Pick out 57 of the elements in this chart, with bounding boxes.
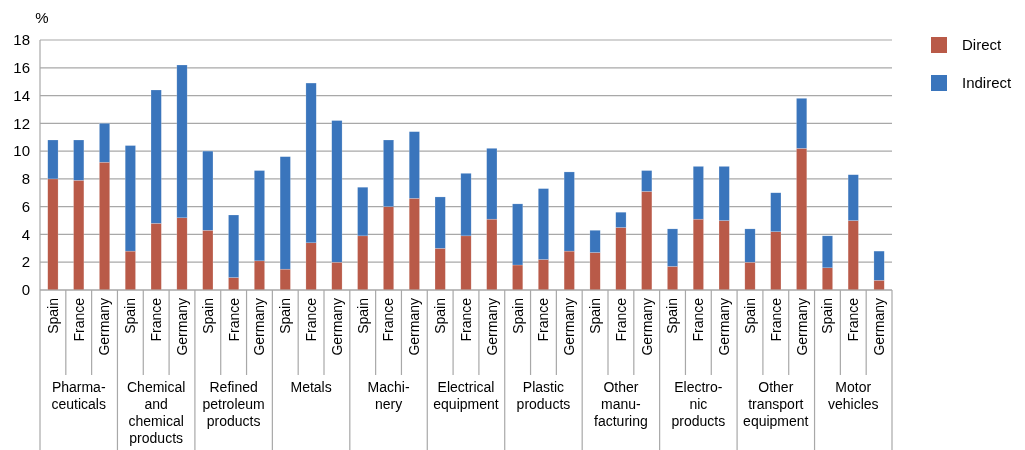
x-tick-label: France xyxy=(612,297,629,342)
text: Other manu- facturing xyxy=(594,379,648,429)
text: Refined petroleum products xyxy=(202,379,265,429)
text: Metals xyxy=(290,379,332,395)
x-tick-label: Germany xyxy=(638,298,655,356)
x-tick-label: Germany xyxy=(561,298,578,356)
x-tick-label: Germany xyxy=(483,298,500,356)
text: Machi- nery xyxy=(367,379,410,412)
x-tick-label: Spain xyxy=(122,298,139,334)
x-tick-label: Spain xyxy=(44,298,61,334)
x-tick-label: France xyxy=(535,297,552,342)
text: Plastic products xyxy=(516,379,571,412)
x-tick-label: Germany xyxy=(328,298,345,356)
y-tick-label: 8 xyxy=(21,170,30,188)
legend-label: Direct xyxy=(962,36,1002,54)
x-tick-label: Spain xyxy=(354,298,371,334)
x-tick-label: France xyxy=(302,297,319,342)
x-tick-label: France xyxy=(380,297,397,342)
text: Electrical equipment xyxy=(433,379,499,412)
x-tick-label: France xyxy=(457,297,474,342)
x-tick-label: Spain xyxy=(509,298,526,334)
x-tick-label: Germany xyxy=(251,298,268,356)
y-tick-label: 0 xyxy=(21,281,30,299)
x-tick-label: Germany xyxy=(716,298,733,356)
x-tick-label: France xyxy=(225,297,242,342)
x-tick-label: Germany xyxy=(870,298,887,356)
text: Pharma- ceuticals xyxy=(51,379,106,412)
x-tick-label: France xyxy=(70,297,87,342)
y-tick-label: 10 xyxy=(13,142,30,160)
text: Other transport equipment xyxy=(743,379,809,429)
x-tick-label: France xyxy=(845,297,862,342)
x-tick-label: Germany xyxy=(406,298,423,356)
x-tick-label: Spain xyxy=(199,298,216,334)
x-tick-label: Spain xyxy=(432,298,449,334)
x-tick-label: Spain xyxy=(664,298,681,334)
x-tick-label: Spain xyxy=(819,298,836,334)
y-tick-label: 2 xyxy=(21,253,30,271)
x-tick-label: Germany xyxy=(173,298,190,356)
x-tick-label: Spain xyxy=(586,298,603,334)
x-tick-label: Spain xyxy=(277,298,294,334)
y-axis-title: % xyxy=(35,9,49,26)
y-tick-label: 16 xyxy=(13,59,30,77)
y-tick-label: 4 xyxy=(21,225,30,243)
x-tick-label: France xyxy=(148,297,165,342)
text: Motor vehicles xyxy=(827,379,879,412)
x-tick-label: Germany xyxy=(96,298,113,356)
text: Chemical and chemical products xyxy=(127,379,186,446)
x-tick-label: France xyxy=(690,297,707,342)
x-tick-label: Germany xyxy=(793,298,810,356)
y-tick-label: 12 xyxy=(13,114,30,132)
y-tick-label: 6 xyxy=(21,197,30,215)
x-tick-label: Spain xyxy=(741,298,758,334)
text: Electro- nic products xyxy=(671,379,726,429)
y-tick-label: 18 xyxy=(13,31,30,49)
x-tick-label: France xyxy=(767,297,784,342)
legend-label: Indirect xyxy=(962,74,1013,92)
y-tick-label: 14 xyxy=(13,86,30,104)
